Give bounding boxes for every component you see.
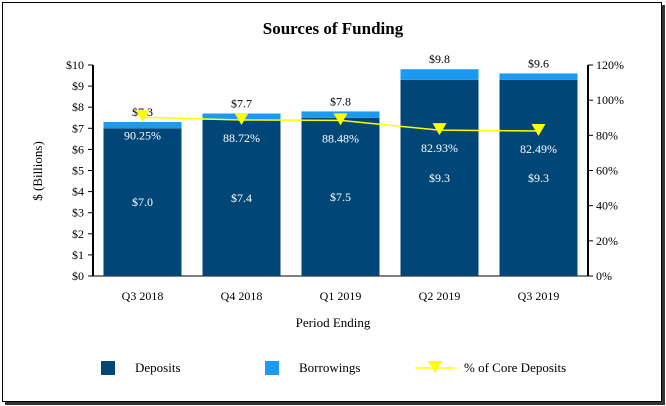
- y-tick-label: $6: [72, 142, 84, 156]
- pct-label: 88.72%: [223, 131, 260, 145]
- y-tick-label: $7: [72, 121, 84, 135]
- y-tick-label: $5: [72, 164, 84, 178]
- pct-label: 82.93%: [421, 141, 458, 155]
- pct-label: 90.25%: [124, 128, 161, 142]
- pct-label: 82.49%: [520, 142, 557, 156]
- bar-deposits: [103, 128, 182, 276]
- y2-tick-label: 100%: [596, 93, 624, 107]
- legend-label-pct: % of Core Deposits: [464, 360, 566, 375]
- bar-borrowings: [499, 73, 578, 80]
- x-tick-label: Q2 2019: [419, 289, 461, 303]
- pct-label: 88.48%: [322, 131, 359, 145]
- chart-title: Sources of Funding: [263, 19, 404, 38]
- y2-tick-label: 20%: [596, 234, 618, 248]
- x-tick-label: Q1 2019: [320, 289, 362, 303]
- legend-swatch-borrowings: [265, 361, 279, 375]
- legend-label-borrowings: Borrowings: [299, 360, 360, 375]
- y-tick-label: $1: [72, 248, 84, 262]
- y-tick-label: $9: [72, 79, 84, 93]
- x-tick-label: Q4 2018: [221, 289, 263, 303]
- y2-tick-label: 40%: [596, 199, 618, 213]
- y-tick-label: $3: [72, 206, 84, 220]
- y-tick-label: $8: [72, 100, 84, 114]
- bar-deposits: [301, 117, 380, 276]
- x-axis-title: Period Ending: [296, 315, 371, 330]
- bar-deposits: [202, 119, 281, 276]
- deposit-label: $7.4: [231, 191, 252, 205]
- y-tick-label: $0: [72, 269, 84, 283]
- total-label: $7.7: [231, 97, 252, 111]
- y-tick-label: $2: [72, 227, 84, 241]
- bar-borrowings: [400, 69, 479, 80]
- total-label: $7.8: [330, 94, 351, 108]
- pct-marker: [135, 110, 150, 123]
- deposit-label: $7.0: [132, 195, 153, 209]
- pct-marker: [333, 113, 348, 126]
- legend-marker-pct: [428, 361, 442, 373]
- legend-label-deposits: Deposits: [135, 360, 181, 375]
- y2-tick-label: 0%: [596, 269, 612, 283]
- deposit-label: $7.5: [330, 190, 351, 204]
- total-label: $9.6: [528, 56, 549, 70]
- x-tick-label: Q3 2019: [518, 289, 560, 303]
- pct-marker: [432, 123, 447, 136]
- total-label: $9.8: [429, 52, 450, 66]
- y2-tick-label: 120%: [596, 58, 624, 72]
- x-tick-label: Q3 2018: [122, 289, 164, 303]
- y-tick-label: $4: [72, 185, 84, 199]
- pct-marker: [234, 113, 249, 126]
- bar-deposits: [400, 79, 479, 277]
- bar-deposits: [499, 79, 578, 277]
- deposit-label: $9.3: [528, 171, 549, 185]
- deposit-label: $9.3: [429, 171, 450, 185]
- pct-marker: [531, 123, 546, 136]
- y-tick-label: $10: [66, 58, 84, 72]
- bar-borrowings: [103, 121, 182, 129]
- y2-tick-label: 60%: [596, 164, 618, 178]
- y-axis-title: $ (Billions): [30, 141, 45, 201]
- y2-tick-label: 80%: [596, 128, 618, 142]
- legend-swatch-deposits: [101, 361, 115, 375]
